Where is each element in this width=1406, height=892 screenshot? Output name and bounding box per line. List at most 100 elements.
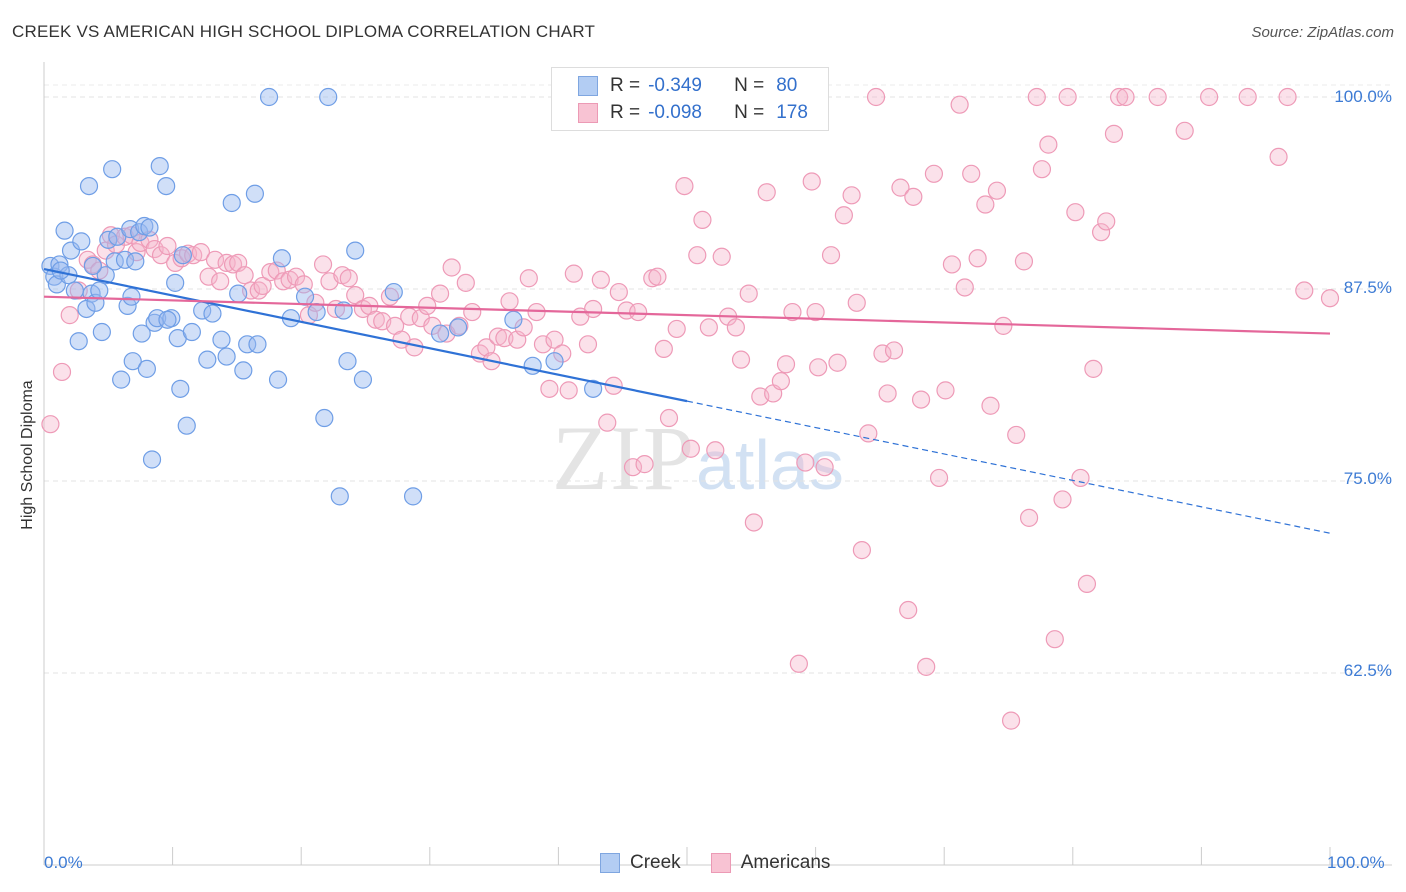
americans-point [852, 541, 871, 560]
source-credit: Source: ZipAtlas.com [1251, 24, 1394, 41]
americans-point [994, 316, 1013, 335]
americans-point [235, 266, 254, 285]
americans-swatch [578, 103, 598, 123]
creek-point [112, 370, 131, 389]
americans-point [809, 358, 828, 377]
americans-point [1295, 281, 1314, 300]
legend-item-creek[interactable]: Creek [600, 852, 681, 874]
creek-point [122, 287, 141, 306]
creek-point [448, 318, 468, 337]
creek-point [158, 310, 177, 329]
americans-point [205, 250, 225, 269]
americans-point [211, 272, 230, 291]
americans-point [313, 255, 333, 274]
y-tick-label: 87.5% [1343, 278, 1392, 297]
americans-point [976, 195, 995, 214]
stats-legend: R = -0.349 N = 80 R = -0.098 N = 178 [551, 67, 829, 131]
creek-point [330, 487, 349, 506]
americans-point [1148, 87, 1167, 107]
americans-point [847, 293, 866, 312]
americans-point [253, 276, 272, 296]
r-label: R = [610, 102, 641, 123]
creek-point [83, 256, 102, 276]
americans-point [617, 301, 636, 320]
americans-point [681, 439, 700, 458]
creek-point [123, 352, 142, 371]
creek-point [430, 324, 450, 343]
americans-point [899, 600, 918, 620]
americans-point [1200, 87, 1219, 107]
y-tick-label: 75.0% [1343, 469, 1392, 488]
creek-point [126, 252, 145, 271]
americans-point [514, 318, 533, 337]
americans-point [1097, 212, 1116, 231]
americans-n-value: 178 [776, 102, 808, 123]
creek-point [61, 241, 81, 260]
americans-point [783, 302, 802, 322]
americans-point [456, 273, 475, 292]
americans-point [1001, 711, 1021, 730]
americans-point [584, 299, 603, 319]
creek-point [79, 176, 99, 196]
series-legend: Creek Americans [600, 852, 860, 874]
creek-swatch [600, 853, 620, 873]
americans-point [1269, 147, 1288, 167]
americans-point [199, 267, 218, 286]
creek-point [403, 487, 423, 506]
americans-point [1104, 124, 1124, 143]
americans-point [488, 327, 508, 346]
axes [43, 61, 1392, 866]
americans-point [578, 335, 598, 354]
americans-point [731, 350, 751, 369]
americans-point [191, 243, 210, 262]
americans-point [771, 372, 790, 391]
n-label: N = [734, 75, 765, 96]
creek-point [584, 379, 603, 398]
americans-point [1071, 468, 1090, 488]
americans-point [553, 344, 572, 363]
americans-point [648, 267, 667, 286]
americans-point [955, 278, 974, 297]
americans-point [789, 654, 808, 673]
creek-point [72, 232, 91, 251]
americans-point [52, 362, 72, 382]
americans-point [815, 458, 834, 477]
americans-point [545, 330, 564, 349]
americans-point [776, 355, 796, 374]
americans-point [1045, 630, 1064, 649]
creek-point [319, 87, 338, 107]
americans-point [981, 396, 1000, 415]
americans-point [675, 176, 694, 196]
americans-point [1027, 87, 1046, 107]
x-tick-label-max: 100.0% [1327, 853, 1385, 872]
americans-point [306, 293, 325, 312]
americans-point [463, 302, 482, 322]
americans-point [1066, 203, 1085, 222]
americans-point [936, 381, 955, 400]
americans-point [623, 458, 643, 477]
americans-point [654, 339, 673, 359]
creek-point [272, 249, 292, 268]
legend-row-americans: R = -0.098 N = 178 [578, 101, 808, 125]
americans-r-value: -0.098 [648, 102, 702, 123]
americans-point [706, 441, 725, 460]
americans-point [968, 249, 987, 268]
americans-point [904, 187, 923, 206]
creek-point [118, 296, 137, 315]
americans-point [842, 186, 861, 205]
legend-item-americans[interactable]: Americans [710, 852, 830, 874]
americans-point [430, 284, 450, 303]
americans-point [962, 164, 981, 183]
creek-point [212, 330, 231, 349]
americans-point [519, 269, 538, 288]
creek-point [137, 359, 156, 378]
creek-point [177, 416, 196, 435]
americans-point [591, 270, 610, 289]
creek-point [150, 157, 169, 176]
creek-point [140, 218, 159, 237]
americans-point [1077, 574, 1097, 594]
creek-point [203, 304, 222, 323]
creek-point [353, 370, 373, 389]
americans-point [1084, 359, 1103, 378]
y-tick-label: 62.5% [1343, 661, 1392, 680]
